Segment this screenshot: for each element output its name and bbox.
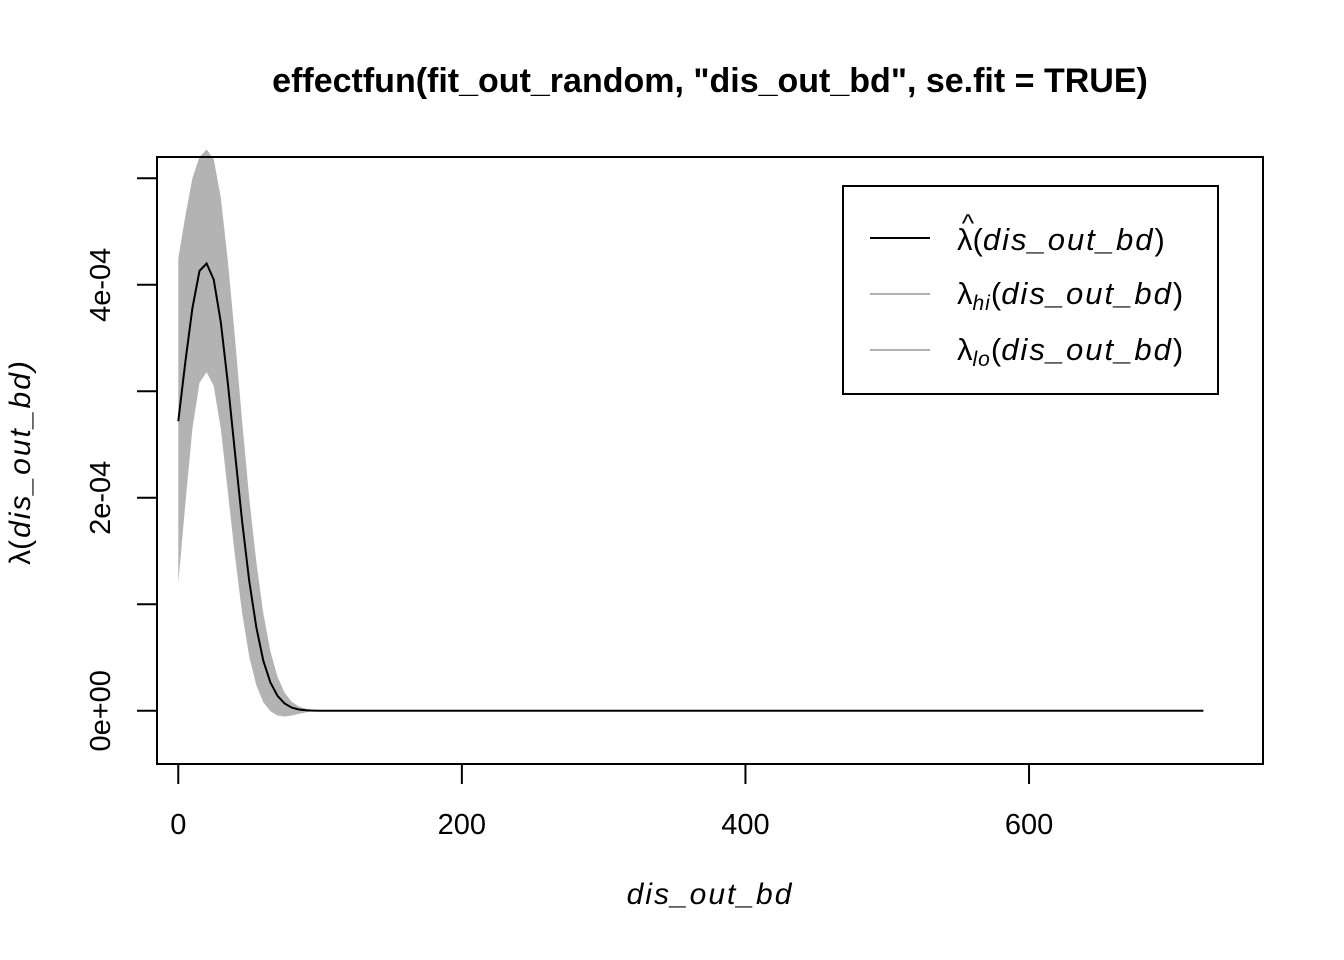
legend-fit-close-paren: ) xyxy=(1155,222,1165,257)
y-axis-label-symbol: λ xyxy=(4,550,37,565)
y-tick-label: 0e+00 xyxy=(85,670,117,751)
legend-lo-open-paren: ( xyxy=(991,332,1002,367)
legend-fit-open-paren: ( xyxy=(973,222,984,257)
legend-hi-open-paren: ( xyxy=(991,276,1002,311)
legend-hi-subscript: hi xyxy=(973,292,992,315)
legend-entry-hi: λhi(dis_out_bd) xyxy=(957,276,1183,315)
series-line-fit xyxy=(177,261,1204,712)
legend-lo-close-paren: ) xyxy=(1173,332,1183,367)
legend-hi-symbol: λ xyxy=(957,276,973,311)
legend-hi-arg: dis_out_bd xyxy=(1001,276,1173,311)
y-tick-label: 2e-04 xyxy=(85,461,117,535)
y-tick-label: 4e-04 xyxy=(85,248,117,322)
y-axis-label: λ(dis_out_bd) xyxy=(4,359,37,565)
plot-area xyxy=(177,149,1204,717)
x-tick-label: 0 xyxy=(170,809,186,841)
legend-box xyxy=(842,185,1219,395)
x-axis-label: dis_out_bd xyxy=(627,878,794,911)
x-tick-label: 200 xyxy=(438,809,486,841)
x-tick-label: 400 xyxy=(721,809,769,841)
legend-lo-subscript: lo xyxy=(973,348,991,371)
y-axis-label-open-paren: ( xyxy=(4,538,37,550)
x-tick-label: 600 xyxy=(1005,809,1053,841)
legend-entry-fit: λ(dis_out_bd) xyxy=(957,222,1165,257)
legend-hi-close-paren: ) xyxy=(1173,276,1183,311)
legend-accent-fit: ^ xyxy=(962,208,975,238)
legend-lo-symbol: λ xyxy=(957,332,973,367)
legend-fit-symbol: λ xyxy=(957,222,973,257)
x-axis: 0 200 400 600 xyxy=(170,763,1053,841)
chart-title: effectfun(fit_out_random, "dis_out_bd", … xyxy=(272,62,1148,100)
legend-entry-lo: λlo(dis_out_bd) xyxy=(957,332,1183,371)
legend: ^ λ(dis_out_bd) λhi(dis_out_bd) λlo(dis_… xyxy=(842,185,1219,395)
legend-lo-arg: dis_out_bd xyxy=(1001,332,1173,367)
legend-fit-arg: dis_out_bd xyxy=(983,222,1155,257)
y-axis-label-arg: dis_out_bd xyxy=(4,371,37,538)
y-axis: 0e+00 2e-04 4e-04 xyxy=(85,177,158,752)
y-axis-label-close-paren: ) xyxy=(4,359,37,374)
